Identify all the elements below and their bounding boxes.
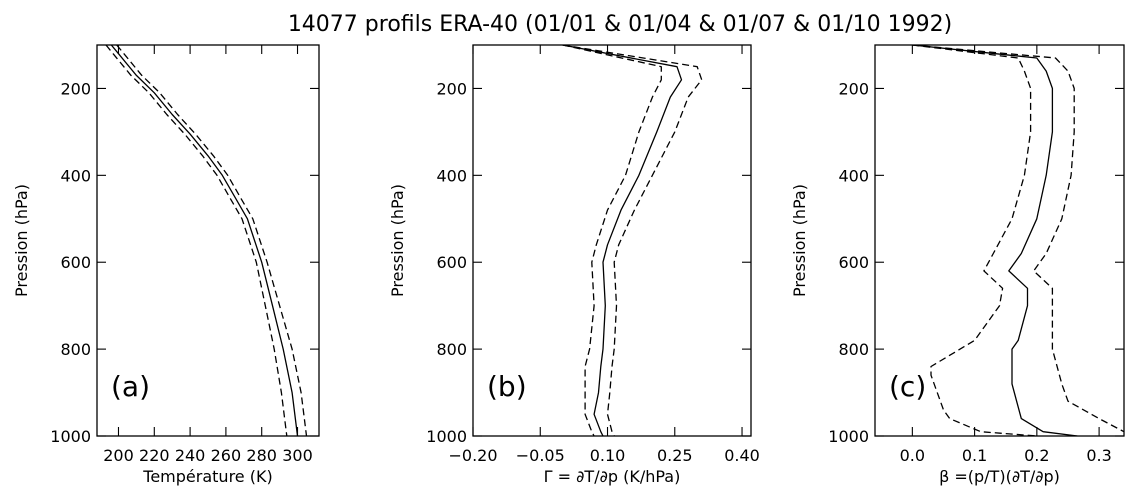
panel-c-ytick-label: 1000 — [828, 427, 869, 446]
panel-a-ytick-label: 600 — [60, 253, 91, 272]
panel-a-dashed-curve-1 — [105, 45, 288, 436]
panel-a-ytick-label: 200 — [60, 79, 91, 98]
panel-a-ylabel: Pression (hPa) — [12, 184, 31, 297]
panel-b-xtick-label: −0.05 — [516, 446, 565, 465]
panel-b-dashed-curve-2 — [562, 45, 703, 436]
panel-a-xtick-label: 280 — [246, 446, 277, 465]
panel-a-dashed-curve-2 — [116, 45, 308, 436]
panel-a-xtick-label: 200 — [103, 446, 134, 465]
panel-c-xtick-label: 0.1 — [962, 446, 987, 465]
panel-c-xtick-label: 0.0 — [900, 446, 925, 465]
panel-b-ylabel: Pression (hPa) — [388, 184, 407, 297]
panel-c-tag: (c) — [889, 370, 926, 403]
panel-a-ytick-label: 400 — [60, 166, 91, 185]
panel-b-ytick-label: 200 — [436, 79, 467, 98]
panel-b-tag: (b) — [487, 370, 527, 403]
panel-a-xlabel: Température (K) — [142, 467, 272, 486]
panel-c: 0.0 0.1 0.2 0.3 200 400 600 800 1000 β =(p/T)(∂T/… — [790, 44, 1125, 486]
panel-b-solid-curve — [562, 45, 683, 436]
panel-b-ytick-label: 600 — [436, 253, 467, 272]
panel-a-xtick-label: 300 — [282, 446, 313, 465]
panel-c-dashed-curve-2 — [912, 45, 1124, 433]
panel-a: 200 220 240 260 280 300 200 400 600 800 1000 Tempér… — [12, 44, 320, 486]
panel-b-frame — [472, 44, 752, 437]
panel-b: −0.20 −0.05 0.10 0.25 0.40 200 400 600 800 1000 Γ … — [388, 44, 760, 486]
panel-b-xtick-label: −0.20 — [448, 446, 497, 465]
panel-a-tag: (a) — [111, 370, 150, 403]
panel-a-xtick-label: 220 — [139, 446, 170, 465]
panel-b-xtick-label: 0.40 — [724, 446, 760, 465]
panel-b-xlabel: Γ = ∂T/∂p (K/hPa) — [544, 467, 681, 486]
panel-a-xtick-label: 260 — [211, 446, 242, 465]
panel-b-xtick-label: 0.25 — [657, 446, 693, 465]
panel-c-ytick-label: 200 — [838, 79, 869, 98]
panel-c-ylabel: Pression (hPa) — [790, 184, 809, 297]
panel-c-xlabel: β =(p/T)(∂T/∂p) — [939, 467, 1060, 486]
panel-a-ytick-label: 1000 — [50, 427, 91, 446]
panel-c-xtick-label: 0.2 — [1024, 446, 1049, 465]
panel-c-xtick-label: 0.3 — [1086, 446, 1111, 465]
panel-a-xtick-label: 240 — [175, 446, 206, 465]
panels: 200 220 240 260 280 300 200 400 600 800 1000 Tempér… — [12, 44, 1125, 486]
panel-c-ytick-label: 600 — [838, 253, 869, 272]
panel-b-xtick-label: 0.10 — [590, 446, 626, 465]
panel-c-frame — [874, 44, 1125, 437]
panel-c-solid-curve — [912, 45, 1078, 436]
panel-a-ytick-label: 800 — [60, 340, 91, 359]
panel-b-ytick-label: 1000 — [426, 427, 467, 446]
panel-a-frame — [96, 44, 320, 437]
panel-c-ytick-label: 800 — [838, 340, 869, 359]
figure-title: 14077 profils ERA-40 (01/01 & 01/04 & 01… — [288, 12, 952, 37]
panel-b-dashed-curve-1 — [562, 45, 662, 436]
panel-b-ytick-label: 800 — [436, 340, 467, 359]
panel-c-dashed-curve-1 — [912, 45, 1037, 436]
panel-c-ytick-label: 400 — [838, 166, 869, 185]
panel-a-solid-curve — [110, 45, 299, 436]
panel-b-ytick-label: 400 — [436, 166, 467, 185]
